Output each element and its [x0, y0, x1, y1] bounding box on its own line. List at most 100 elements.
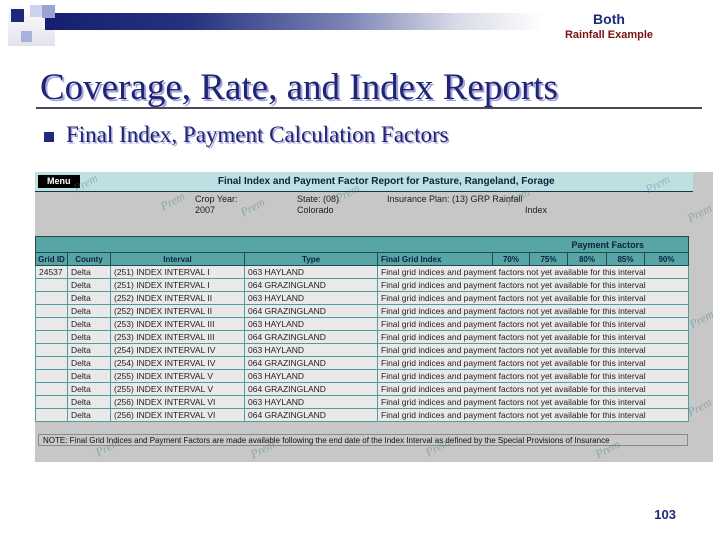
watermark-text: Prem: [157, 188, 188, 214]
col-header-90: 90%: [644, 252, 689, 266]
cell-type: 064 GRAZINGLAND: [244, 304, 378, 318]
table-row: Delta (254) INDEX INTERVAL IV 064 GRAZIN…: [35, 356, 689, 370]
col-header-grid-id: Grid ID: [35, 252, 68, 266]
col-header-80: 80%: [567, 252, 607, 266]
cell-message: Final grid indices and payment factors n…: [377, 382, 689, 396]
cell-grid-id: [35, 382, 68, 396]
field-crop-year-value: 2007: [195, 205, 216, 215]
cell-county: Delta: [67, 330, 111, 344]
bullet-text: Final Index, Payment Calculation Factors: [66, 122, 449, 147]
cell-type: 063 HAYLAND: [244, 317, 378, 331]
report-table: Payment Factors Grid ID County Interval …: [35, 236, 689, 422]
col-header-75: 75%: [529, 252, 568, 266]
deco-square-mid: [42, 5, 55, 18]
table-row: Delta (256) INDEX INTERVAL VI 064 GRAZIN…: [35, 408, 689, 422]
cell-interval: (256) INDEX INTERVAL VI: [110, 408, 245, 422]
cell-grid-id: [35, 408, 68, 422]
deco-square-light: [30, 5, 42, 17]
cell-type: 063 HAYLAND: [244, 291, 378, 305]
bullet-item: Final Index, Payment Calculation Factors: [44, 122, 449, 148]
table-row: Delta (252) INDEX INTERVAL II 064 GRAZIN…: [35, 304, 689, 318]
cell-interval: (251) INDEX INTERVAL I: [110, 265, 245, 279]
cell-county: Delta: [67, 343, 111, 357]
table-row: Delta (256) INDEX INTERVAL VI 063 HAYLAN…: [35, 395, 689, 409]
cell-interval: (251) INDEX INTERVAL I: [110, 278, 245, 292]
cell-grid-id: [35, 291, 68, 305]
cell-county: Delta: [67, 317, 111, 331]
watermark-text: Prem: [684, 200, 715, 226]
cell-grid-id: [35, 395, 68, 409]
field-state-label: State: (08): [297, 194, 340, 204]
cell-interval: (254) INDEX INTERVAL IV: [110, 356, 245, 370]
field-state-value: Colorado: [297, 205, 334, 215]
field-insurance-plan: Insurance Plan: (13) GRP Rainfall Index: [387, 194, 547, 216]
cell-type: 064 GRAZINGLAND: [244, 278, 378, 292]
cell-message: Final grid indices and payment factors n…: [377, 304, 689, 318]
cell-grid-id: [35, 304, 68, 318]
cell-type: 064 GRAZINGLAND: [244, 330, 378, 344]
cell-interval: (256) INDEX INTERVAL VI: [110, 395, 245, 409]
cell-message: Final grid indices and payment factors n…: [377, 395, 689, 409]
field-crop-year: Crop Year: 2007: [195, 194, 238, 216]
table-row: Delta (252) INDEX INTERVAL II 063 HAYLAN…: [35, 291, 689, 305]
field-insurance-plan-label: Insurance Plan: (13) GRP Rainfall: [387, 194, 523, 204]
payment-factors-label: Payment Factors: [35, 236, 689, 253]
cell-message: Final grid indices and payment factors n…: [377, 278, 689, 292]
table-row: 24537 Delta (251) INDEX INTERVAL I 063 H…: [35, 265, 689, 279]
table-row: Delta (253) INDEX INTERVAL III 063 HAYLA…: [35, 317, 689, 331]
corner-labels: Both Rainfall Example: [544, 11, 674, 42]
cell-county: Delta: [67, 356, 111, 370]
cell-message: Final grid indices and payment factors n…: [377, 265, 689, 279]
cell-grid-id: [35, 317, 68, 331]
table-header-row: Grid ID County Interval Type Final Grid …: [35, 252, 689, 266]
bullet-square-icon: [44, 132, 54, 142]
cell-type: 064 GRAZINGLAND: [244, 356, 378, 370]
watermark-text: Prem: [686, 306, 717, 332]
cell-message: Final grid indices and payment factors n…: [377, 330, 689, 344]
col-header-70: 70%: [492, 252, 530, 266]
cell-grid-id: [35, 369, 68, 383]
cell-county: Delta: [67, 291, 111, 305]
page-number: 103: [654, 507, 676, 522]
cell-county: Delta: [67, 408, 111, 422]
table-row: Delta (255) INDEX INTERVAL V 063 HAYLAND…: [35, 369, 689, 383]
cell-interval: (254) INDEX INTERVAL IV: [110, 343, 245, 357]
cell-grid-id: [35, 278, 68, 292]
field-crop-year-label: Crop Year:: [195, 194, 238, 204]
cell-type: 064 GRAZINGLAND: [244, 382, 378, 396]
cell-message: Final grid indices and payment factors n…: [377, 369, 689, 383]
cell-interval: (255) INDEX INTERVAL V: [110, 369, 245, 383]
cell-county: Delta: [67, 304, 111, 318]
table-row: Delta (254) INDEX INTERVAL IV 063 HAYLAN…: [35, 343, 689, 357]
report-title: Final Index and Payment Factor Report fo…: [217, 176, 555, 187]
report-menubar: Menu Final Index and Payment Factor Repo…: [35, 172, 693, 192]
report-table-body: 24537 Delta (251) INDEX INTERVAL I 063 H…: [35, 265, 689, 422]
report-screenshot: Menu Final Index and Payment Factor Repo…: [35, 171, 716, 462]
cell-message: Final grid indices and payment factors n…: [377, 317, 689, 331]
field-state: State: (08) Colorado: [297, 194, 339, 216]
table-row: Delta (251) INDEX INTERVAL I 064 GRAZING…: [35, 278, 689, 292]
title-underline: [36, 107, 702, 109]
cell-interval: (253) INDEX INTERVAL III: [110, 330, 245, 344]
cell-grid-id: [35, 330, 68, 344]
report-table-head-body: Payment Factors Grid ID County Interval …: [35, 236, 689, 266]
table-row: Delta (255) INDEX INTERVAL V 064 GRAZING…: [35, 382, 689, 396]
cell-interval: (252) INDEX INTERVAL II: [110, 291, 245, 305]
field-insurance-plan-value: Index: [524, 205, 547, 215]
cell-type: 064 GRAZINGLAND: [244, 408, 378, 422]
cell-interval: (255) INDEX INTERVAL V: [110, 382, 245, 396]
cell-interval: (253) INDEX INTERVAL III: [110, 317, 245, 331]
cell-grid-id: 24537: [35, 265, 68, 279]
cell-type: 063 HAYLAND: [244, 265, 378, 279]
cell-interval: (252) INDEX INTERVAL II: [110, 304, 245, 318]
corner-label-rainfall-example: Rainfall Example: [564, 28, 654, 41]
cell-county: Delta: [67, 278, 111, 292]
cell-type: 063 HAYLAND: [244, 395, 378, 409]
col-header-county: County: [67, 252, 111, 266]
watermark-text: Prem: [237, 194, 268, 220]
cell-county: Delta: [67, 369, 111, 383]
corner-label-both: Both: [593, 11, 625, 27]
menu-button[interactable]: Menu: [38, 175, 80, 188]
watermark-text: Prem: [684, 394, 715, 420]
